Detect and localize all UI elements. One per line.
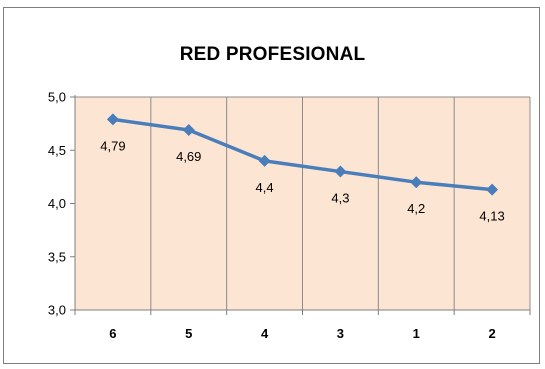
x-tick-label: 6	[109, 326, 116, 341]
y-tick-label: 3,5	[48, 249, 66, 264]
chart-title: RED PROFESIONAL	[179, 44, 366, 65]
y-tick-label: 5,0	[48, 90, 66, 105]
y-tick-label: 4,5	[48, 143, 66, 158]
data-label: 4,2	[407, 201, 425, 216]
data-label: 4,79	[100, 138, 125, 153]
data-label: 4,3	[331, 191, 349, 206]
x-tick-label: 1	[413, 326, 420, 341]
y-tick-label: 4,0	[48, 196, 66, 211]
y-tick-label: 3,0	[48, 303, 66, 318]
x-tick-label: 5	[185, 326, 192, 341]
data-label: 4,13	[479, 209, 504, 224]
x-tick-label: 3	[337, 326, 344, 341]
data-point-marker	[106, 113, 119, 126]
data-point-marker	[334, 165, 347, 178]
data-point-marker	[182, 124, 195, 137]
data-label: 4,69	[176, 149, 201, 164]
x-tick-label: 2	[488, 326, 495, 341]
data-label: 4,4	[256, 180, 274, 195]
data-point-marker	[486, 183, 499, 196]
series-line	[112, 117, 493, 192]
data-point-marker	[258, 154, 271, 167]
data-point-marker	[410, 176, 423, 189]
x-tick-label: 4	[261, 326, 269, 341]
